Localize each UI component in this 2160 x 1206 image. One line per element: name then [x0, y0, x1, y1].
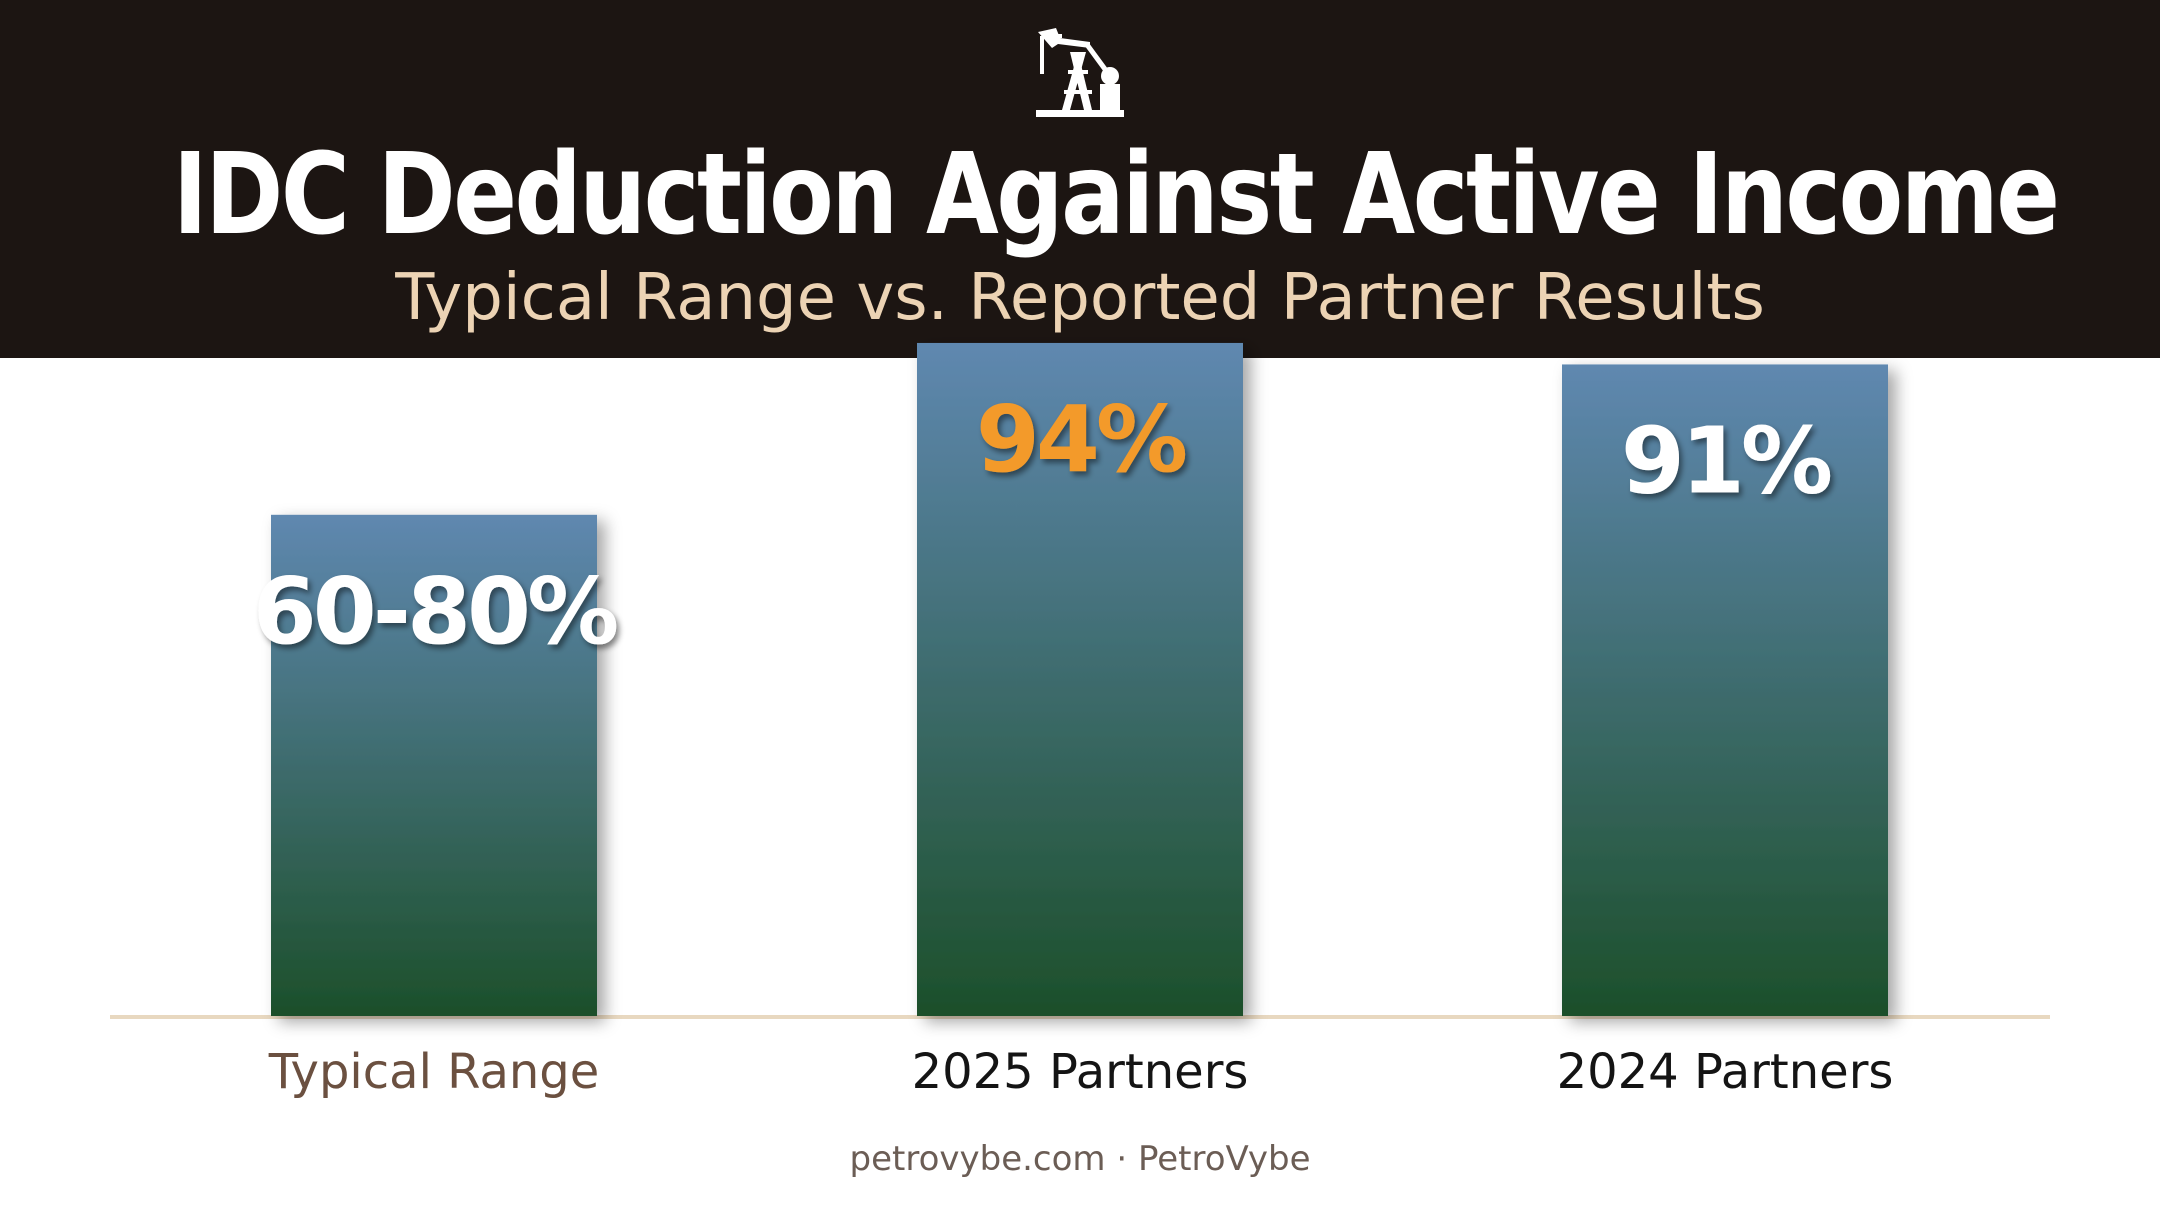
- category-label-0: Typical Range: [268, 1044, 600, 1100]
- page-title: IDC Deduction Against Active Income: [172, 130, 2060, 260]
- category-label-2: 2024 Partners: [1557, 1044, 1894, 1100]
- oil-pumpjack-icon: [1036, 28, 1124, 117]
- bar-value-label-2: 91%: [1621, 407, 1831, 514]
- bar-1: [917, 342, 1243, 1017]
- footer-credit: petrovybe.com · PetroVybe: [849, 1139, 1311, 1179]
- bar-value-label-0: 60-80%: [253, 558, 617, 665]
- bar-group: 60-80% Typical Range 94% 2025 Partners 91% 20…: [110, 342, 2050, 1100]
- bar-value-label-1: 94%: [976, 386, 1186, 493]
- bar-2: [1562, 364, 1888, 1016]
- category-label-1: 2025 Partners: [912, 1044, 1249, 1100]
- header-banner: IDC Deduction Against Active Income Typi…: [0, 0, 2160, 358]
- bar-0: [271, 514, 597, 1016]
- page-subtitle: Typical Range vs. Reported Partner Resul…: [395, 261, 1765, 335]
